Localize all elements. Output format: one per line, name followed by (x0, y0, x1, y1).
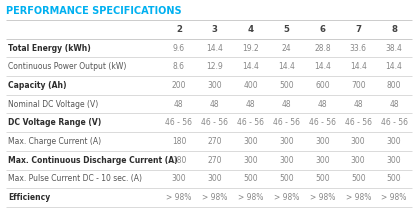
Text: 270: 270 (208, 137, 222, 146)
Text: 46 - 56: 46 - 56 (381, 118, 408, 127)
Text: 14.4: 14.4 (314, 62, 331, 71)
Text: 300: 300 (243, 156, 258, 165)
Text: 46 - 56: 46 - 56 (166, 118, 193, 127)
Text: PERFORMANCE SPECIFICATIONS: PERFORMANCE SPECIFICATIONS (6, 6, 182, 16)
Text: 28.8: 28.8 (314, 43, 331, 53)
Text: 300: 300 (315, 137, 329, 146)
Text: 500: 500 (351, 174, 366, 183)
Text: 48: 48 (210, 100, 220, 109)
Text: 500: 500 (387, 174, 401, 183)
Text: 400: 400 (243, 81, 258, 90)
Text: > 98%: > 98% (310, 193, 335, 202)
Text: 6: 6 (319, 25, 325, 34)
Text: Max. Pulse Current DC - 10 sec. (A): Max. Pulse Current DC - 10 sec. (A) (8, 174, 142, 183)
Text: 800: 800 (387, 81, 401, 90)
Text: 2: 2 (176, 25, 182, 34)
Text: Nominal DC Voltage (V): Nominal DC Voltage (V) (8, 100, 98, 109)
Text: 14.4: 14.4 (206, 43, 223, 53)
Text: > 98%: > 98% (202, 193, 228, 202)
Text: DC Voltage Range (V): DC Voltage Range (V) (8, 118, 101, 127)
Text: 300: 300 (351, 156, 366, 165)
Text: 300: 300 (351, 137, 366, 146)
Text: Capacity (Ah): Capacity (Ah) (8, 81, 67, 90)
Text: > 98%: > 98% (238, 193, 263, 202)
Text: 8.6: 8.6 (173, 62, 185, 71)
Text: > 98%: > 98% (166, 193, 192, 202)
Text: 14.4: 14.4 (350, 62, 366, 71)
Text: Max. Continuous Discharge Current (A): Max. Continuous Discharge Current (A) (8, 156, 178, 165)
Text: 46 - 56: 46 - 56 (345, 118, 372, 127)
Text: 48: 48 (317, 100, 327, 109)
Text: 300: 300 (315, 156, 329, 165)
Text: 3: 3 (212, 25, 218, 34)
Text: 600: 600 (315, 81, 329, 90)
Text: 7: 7 (355, 25, 361, 34)
Text: 300: 300 (279, 137, 294, 146)
Text: 5: 5 (284, 25, 290, 34)
Text: 500: 500 (279, 174, 294, 183)
Text: 48: 48 (389, 100, 399, 109)
Text: 14.4: 14.4 (278, 62, 295, 71)
Text: 300: 300 (387, 137, 401, 146)
Text: > 98%: > 98% (274, 193, 299, 202)
Text: 300: 300 (172, 174, 186, 183)
Text: 24: 24 (282, 43, 291, 53)
Text: 9.6: 9.6 (173, 43, 185, 53)
Text: 46 - 56: 46 - 56 (237, 118, 264, 127)
Text: 180: 180 (172, 137, 186, 146)
Text: 19.2: 19.2 (242, 43, 259, 53)
Text: 300: 300 (208, 81, 222, 90)
Text: 4: 4 (248, 25, 254, 34)
Text: 8: 8 (391, 25, 397, 34)
Text: 300: 300 (208, 174, 222, 183)
Text: Continuous Power Output (kW): Continuous Power Output (kW) (8, 62, 126, 71)
Text: 500: 500 (315, 174, 329, 183)
Text: 500: 500 (243, 174, 258, 183)
Text: > 98%: > 98% (346, 193, 371, 202)
Text: 300: 300 (243, 137, 258, 146)
Text: 14.4: 14.4 (242, 62, 259, 71)
Text: 46 - 56: 46 - 56 (201, 118, 228, 127)
Text: Total Energy (kWh): Total Energy (kWh) (8, 43, 91, 53)
Text: Efficiency: Efficiency (8, 193, 50, 202)
Text: 700: 700 (351, 81, 366, 90)
Text: 33.6: 33.6 (350, 43, 367, 53)
Text: 48: 48 (282, 100, 291, 109)
Text: Max. Charge Current (A): Max. Charge Current (A) (8, 137, 101, 146)
Text: 500: 500 (279, 81, 294, 90)
Text: 46 - 56: 46 - 56 (273, 118, 300, 127)
Text: 200: 200 (172, 81, 186, 90)
Text: 12.9: 12.9 (206, 62, 223, 71)
Text: 48: 48 (246, 100, 255, 109)
Text: 300: 300 (279, 156, 294, 165)
Text: 270: 270 (208, 156, 222, 165)
Text: 38.4: 38.4 (386, 43, 403, 53)
Text: 46 - 56: 46 - 56 (309, 118, 336, 127)
Text: > 98%: > 98% (381, 193, 407, 202)
Text: 300: 300 (387, 156, 401, 165)
Text: 48: 48 (354, 100, 363, 109)
Text: 14.4: 14.4 (386, 62, 403, 71)
Text: 180: 180 (172, 156, 186, 165)
Text: 48: 48 (174, 100, 184, 109)
